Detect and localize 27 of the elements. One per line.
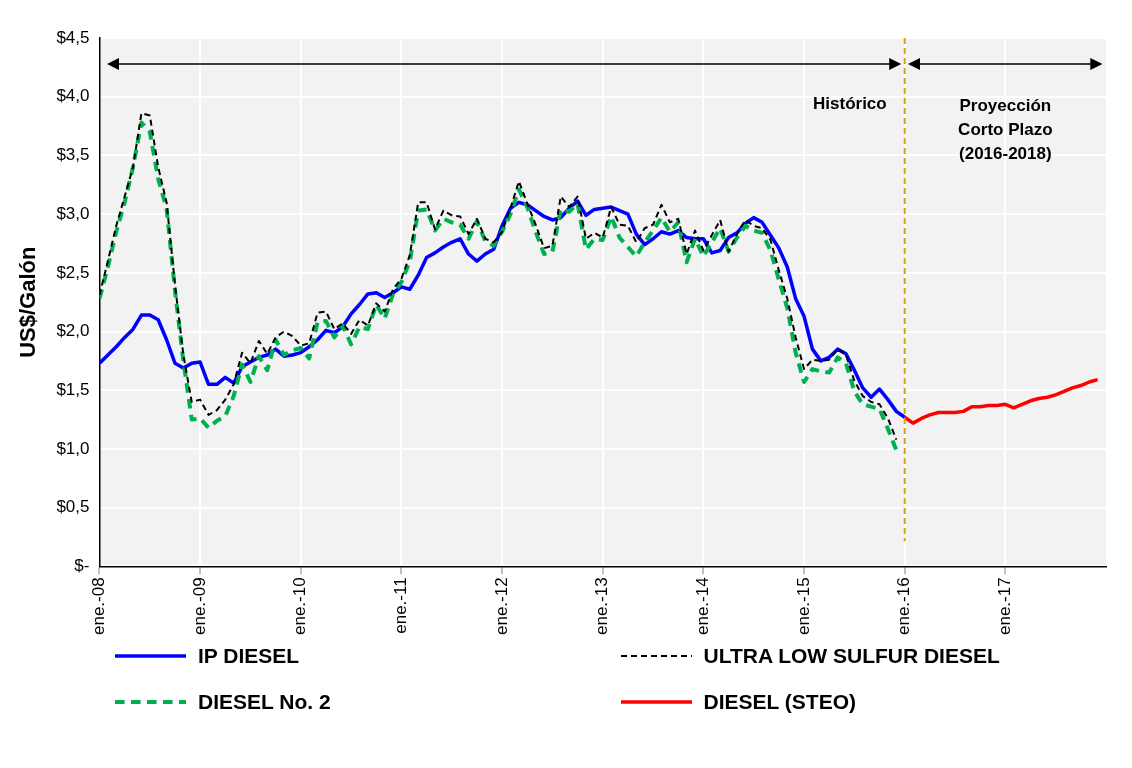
x-tick-label: ene.-11	[391, 577, 411, 634]
x-tick-label: ene.-08	[89, 577, 109, 636]
y-tick-label: $2,0	[56, 321, 90, 341]
x-tick-label: ene.-10	[290, 577, 310, 636]
y-tick-label: $0,5	[56, 497, 90, 517]
legend-label: IP DIESEL	[198, 644, 300, 668]
x-tick-label: ene.-16	[894, 577, 914, 636]
y-tick-label: $3,0	[56, 203, 90, 223]
annotation: Histórico	[813, 94, 887, 114]
annotation: Proyección Corto Plazo (2016-2018)	[957, 95, 1054, 165]
y-axis-title: US$/Galón	[15, 246, 41, 358]
y-tick-label: $3,5	[56, 145, 90, 165]
x-tick-label: ene.-09	[189, 577, 209, 636]
x-tick-label: ene.-12	[491, 577, 511, 636]
y-tick-label: $4,0	[56, 86, 90, 106]
y-tick-label: $1,5	[56, 379, 90, 399]
x-tick-label: ene.-15	[793, 577, 813, 636]
x-tick-label: ene.-17	[995, 577, 1015, 636]
legend-label: DIESEL (STEO)	[703, 690, 856, 714]
legend-label: DIESEL No. 2	[198, 690, 331, 714]
y-tick-label: $4,5	[56, 27, 90, 47]
legend-label: ULTRA LOW SULFUR DIESEL	[703, 644, 1000, 668]
x-tick-label: ene.-14	[693, 577, 713, 636]
y-tick-label: $1,0	[56, 438, 90, 458]
y-tick-label: $-	[74, 556, 90, 576]
x-tick-label: ene.-13	[592, 577, 612, 636]
y-tick-label: $2,5	[56, 262, 90, 282]
